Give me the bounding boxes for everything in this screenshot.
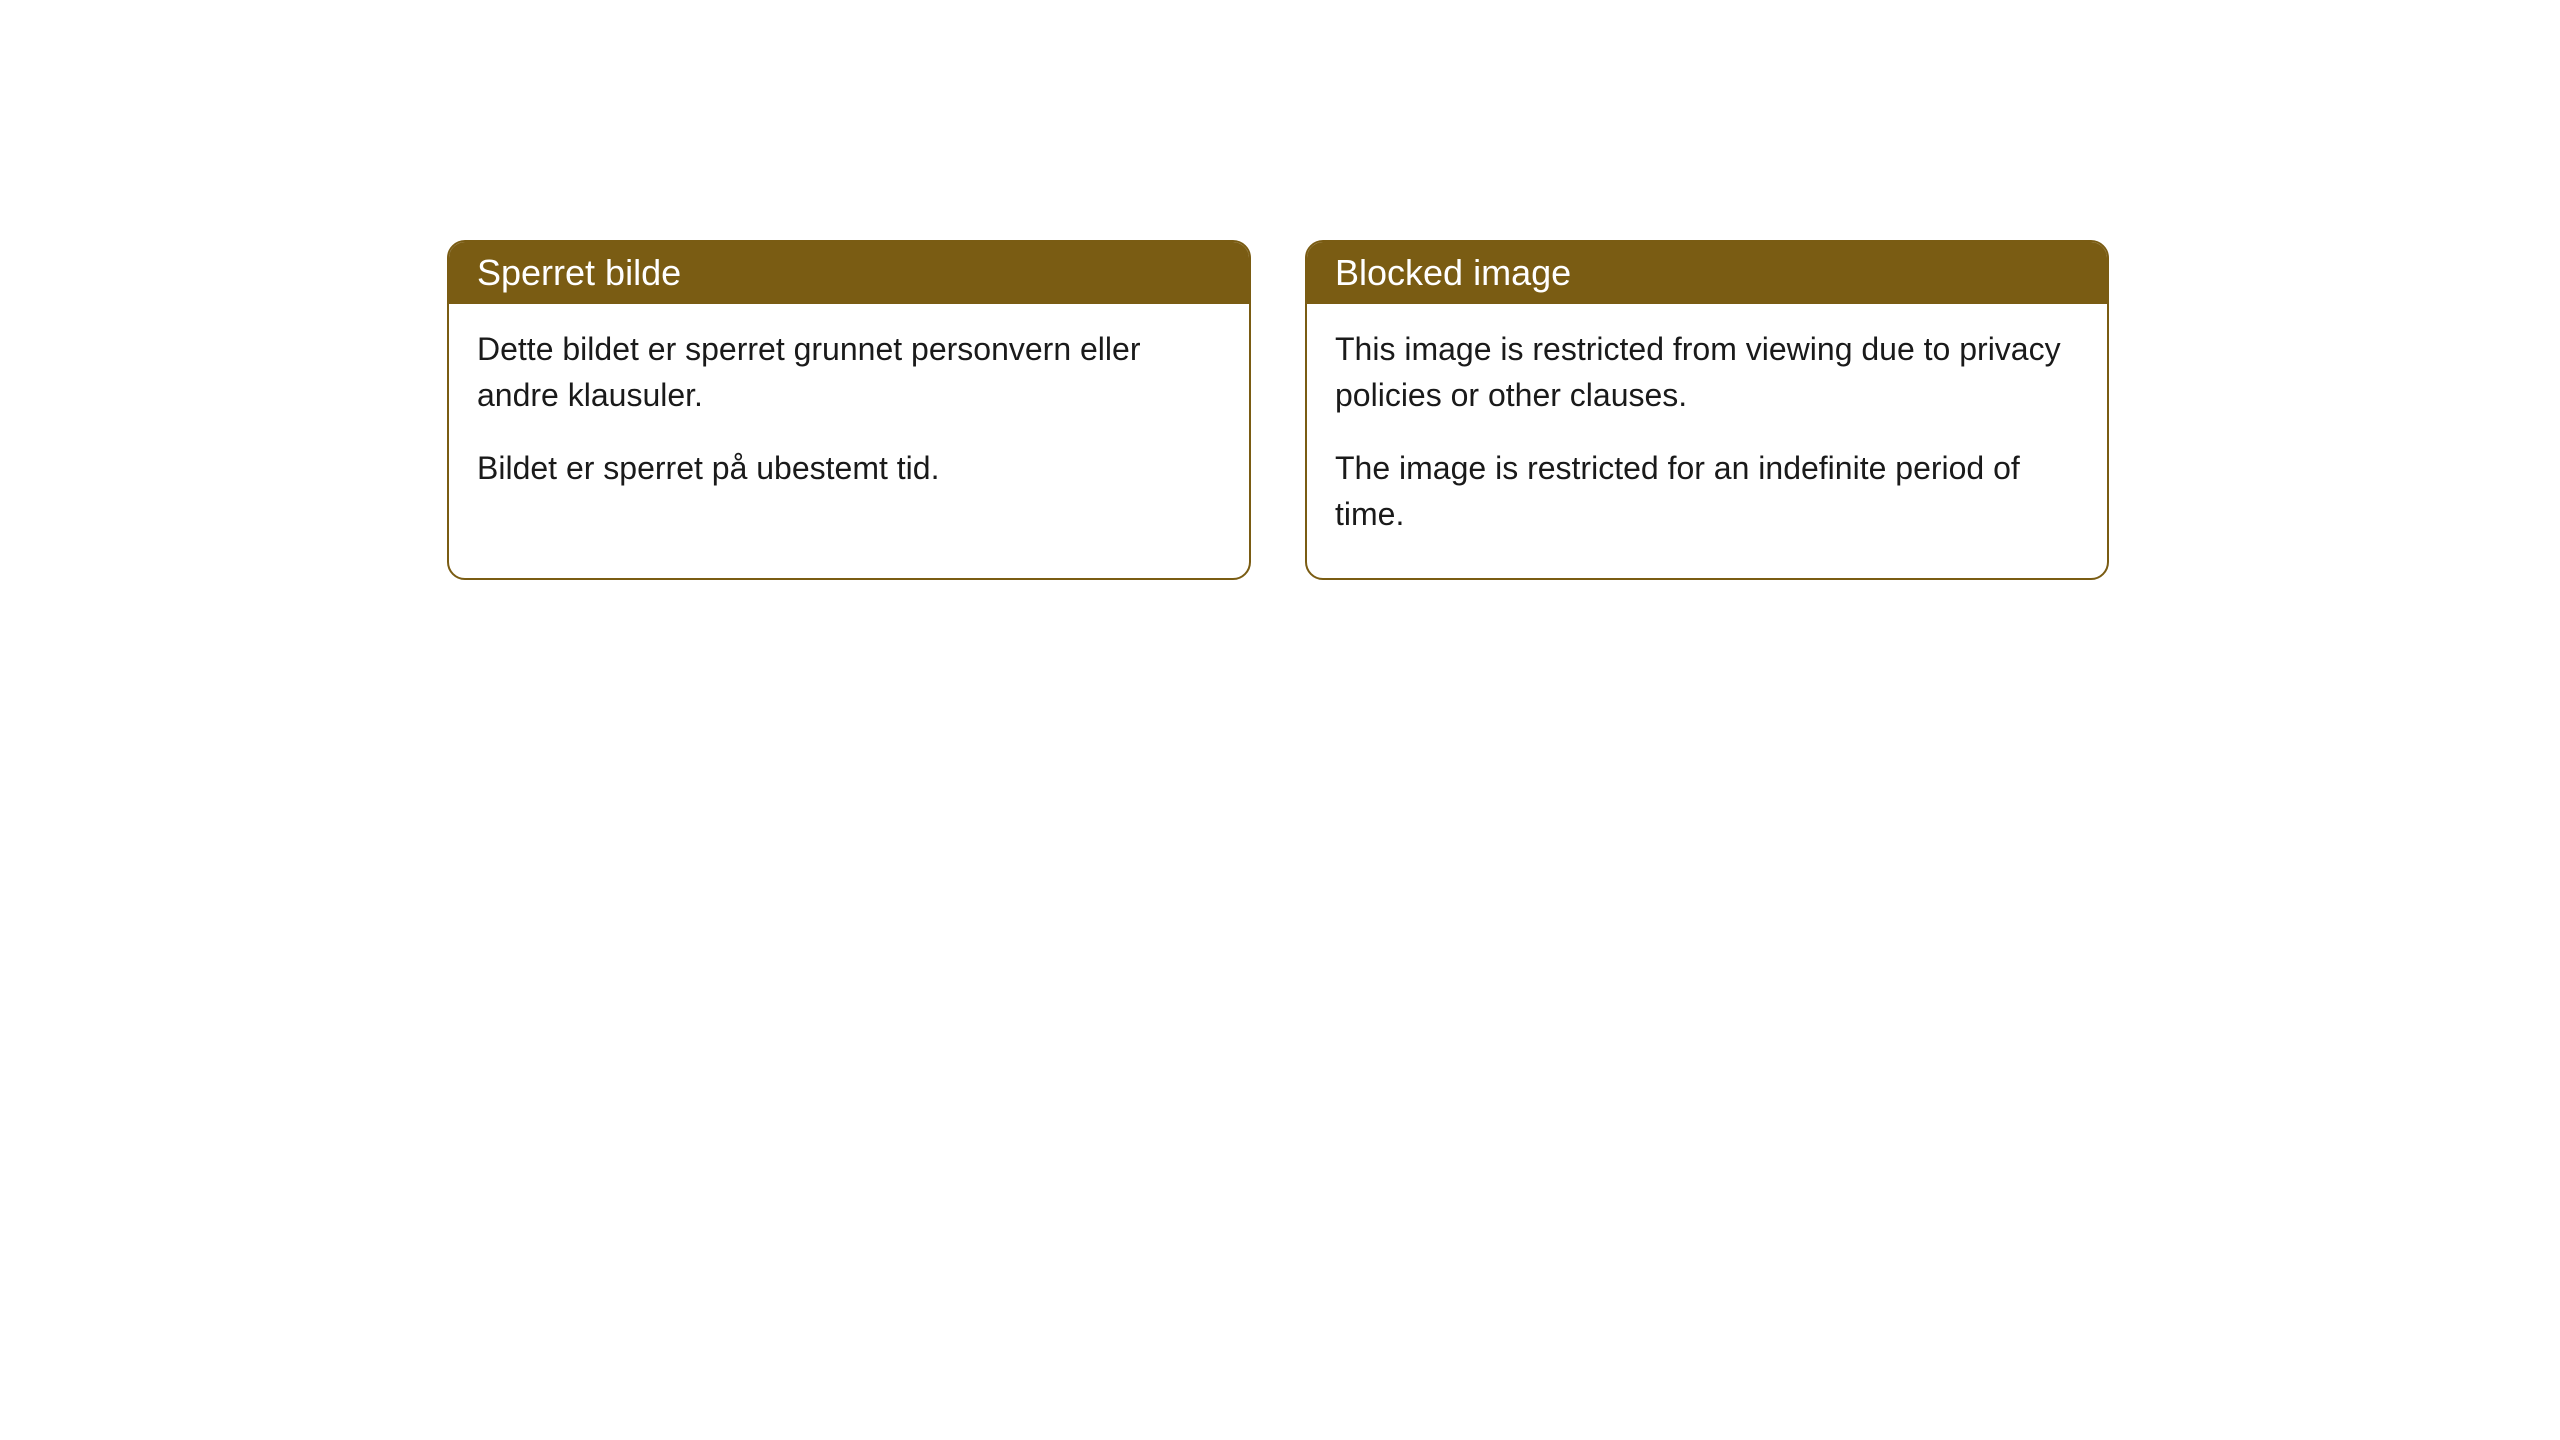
notice-card-english: Blocked image This image is restricted f… bbox=[1305, 240, 2109, 580]
card-paragraph: This image is restricted from viewing du… bbox=[1335, 326, 2079, 419]
card-paragraph: Bildet er sperret på ubestemt tid. bbox=[477, 445, 1221, 491]
card-body: This image is restricted from viewing du… bbox=[1307, 304, 2107, 578]
notice-container: Sperret bilde Dette bildet er sperret gr… bbox=[447, 240, 2109, 580]
card-header: Sperret bilde bbox=[449, 242, 1249, 304]
card-title: Sperret bilde bbox=[477, 252, 681, 293]
notice-card-norwegian: Sperret bilde Dette bildet er sperret gr… bbox=[447, 240, 1251, 580]
card-title: Blocked image bbox=[1335, 252, 1571, 293]
card-paragraph: Dette bildet er sperret grunnet personve… bbox=[477, 326, 1221, 419]
card-header: Blocked image bbox=[1307, 242, 2107, 304]
card-body: Dette bildet er sperret grunnet personve… bbox=[449, 304, 1249, 531]
card-paragraph: The image is restricted for an indefinit… bbox=[1335, 445, 2079, 538]
